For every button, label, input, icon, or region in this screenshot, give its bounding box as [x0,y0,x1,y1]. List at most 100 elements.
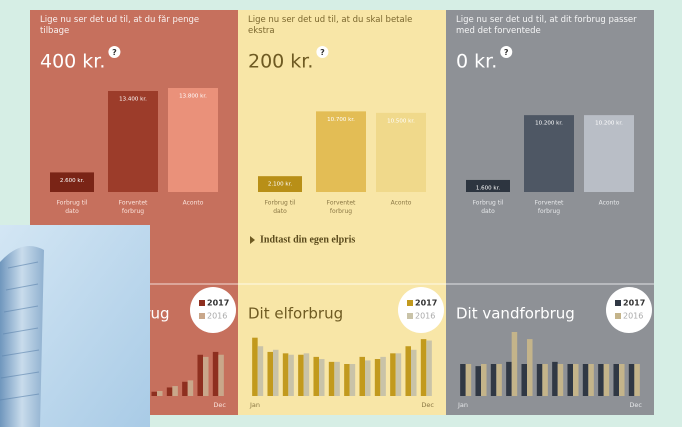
month-bar [475,366,481,396]
legend-label: 2016 [623,312,643,321]
month-bar [460,364,466,396]
bar-value-label: 10.700 kr. [327,117,355,123]
month-bar [267,351,273,396]
help-icon[interactable] [316,46,329,58]
panel: Lige nu ser det ud til, at du skal betal… [238,10,446,415]
bar-value-label: 10.200 kr. [595,121,623,127]
legend-bg [190,287,236,333]
help-icon[interactable] [500,46,513,58]
month-bar [288,354,294,396]
bar-category: Aconto [599,200,620,207]
legend-swatch [407,300,413,306]
month-bar [496,364,502,396]
note-box: Lige nu ser det ud til, at du skal betal… [248,15,413,36]
month-bar [603,364,610,396]
month-bar [598,364,604,396]
month-end: Dec [421,401,434,409]
link-text[interactable]: Indtast din egen elpris [260,234,355,245]
bar [168,88,218,192]
bar-category: Forventet [327,200,356,207]
bar-category: Aconto [391,200,412,207]
legend-bg [398,287,444,333]
month-bar [405,346,411,396]
month-bar [426,340,432,396]
month-bar [521,364,527,396]
month-bar [319,359,325,396]
month-bar [328,361,335,396]
bar [376,112,426,192]
month-bar [619,364,625,396]
bar-value-label: 13.400 kr. [119,97,147,103]
legend-bg [606,287,652,333]
bar-category: Forbrug til [265,200,296,207]
month-bar [582,364,589,396]
month-bar [552,361,558,396]
month-bar [390,353,396,396]
month-bar [420,339,427,396]
legend-swatch [199,313,205,319]
month-bar [395,353,402,396]
month-bar [157,391,163,396]
bar-category: dato [481,208,495,215]
month-bar [628,364,635,396]
legend-label: 2017 [207,299,229,308]
month-bar [567,364,573,396]
bar [258,176,302,192]
month-bar [588,364,594,396]
month-bar [634,364,640,396]
month-bar [536,364,543,396]
photo-tower [0,246,44,427]
month-start: Jan [457,401,468,409]
month-bar [613,364,619,396]
legend-label: 2017 [623,299,645,308]
month-bar [411,349,417,396]
month-bar [282,353,289,396]
amount: 400 kr. [40,51,105,73]
link-arrow [250,236,255,244]
note: Lige nu ser det ud til, at dit forbrug p… [456,15,637,36]
bar-category: Aconto [183,200,204,207]
usage-title: Dit elforbrug [248,305,343,323]
bar-category: Forbrug til [57,200,88,207]
month-bar [182,381,188,396]
help-icon[interactable] [108,46,121,58]
month-bar [542,364,548,396]
legend-swatch [407,313,413,319]
month-bar [380,356,386,396]
help-mark: ? [112,48,117,57]
month-bar [172,386,178,396]
month-bar [359,356,365,396]
month-bar [349,364,356,396]
month-bar [257,346,264,396]
month-bar [273,349,279,396]
legend-label: 2016 [207,312,227,321]
note: Lige nu ser det ud til, at du får penge … [40,15,200,36]
month-bar [197,354,203,396]
month-start: Jan [249,401,260,409]
bar-category: forbrug [122,208,144,215]
bar-value-label: 2.600 kr. [60,178,84,184]
usage-title: Dit vandforbrug [456,305,575,323]
bar [316,111,366,192]
month-bar [252,337,258,396]
bar-value-label: 1.600 kr. [476,185,500,191]
panel-bg [446,10,654,415]
building-photo [0,225,150,427]
bar [50,172,94,192]
month-bar [203,356,209,396]
month-bar [212,351,219,396]
elpris-link[interactable]: Indtast din egen elpris [250,234,355,245]
panel-bg [238,10,446,415]
note: Lige nu ser det ud til, at du skal betal… [248,15,413,36]
month-bar [573,364,579,396]
month-bar [506,361,512,396]
bar-category: forbrug [538,208,560,215]
note-box: Lige nu ser det ud til, at dit forbrug p… [456,15,637,36]
month-bar [365,360,371,396]
month-bar [313,356,319,396]
month-bar [465,364,472,396]
month-bar [218,354,224,396]
legend-swatch [615,300,621,306]
bar-category: dato [65,208,79,215]
bar-value-label: 10.200 kr. [535,121,563,127]
